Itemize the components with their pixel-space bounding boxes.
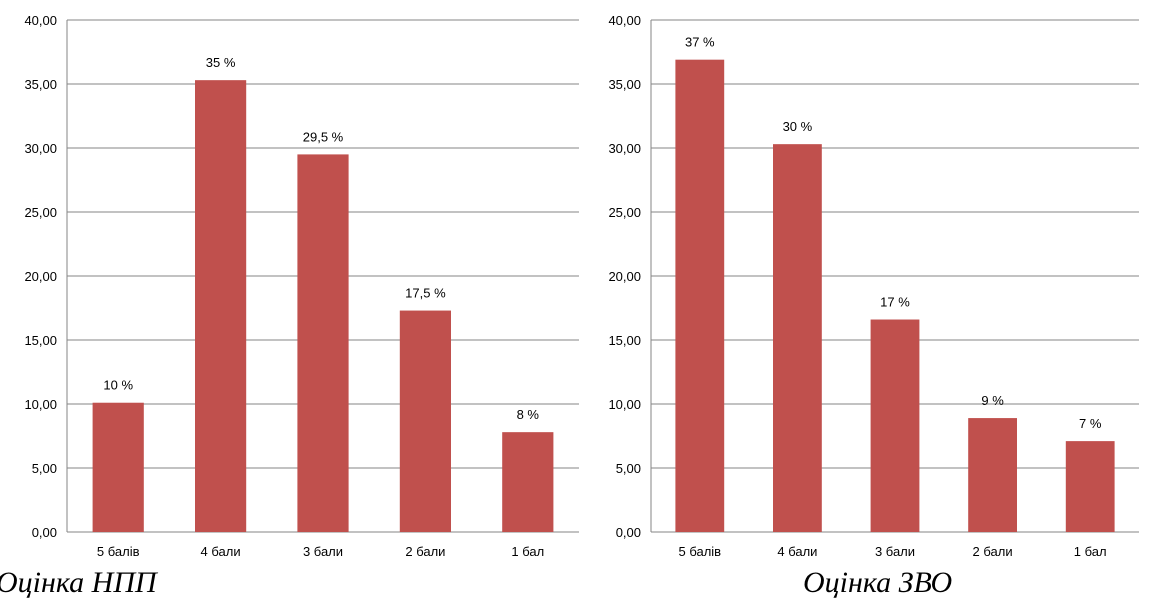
x-tick-label: 3 бали [875,544,915,559]
x-tick-label: 1 бал [1074,544,1107,559]
x-tick-label: 4 бали [201,544,241,559]
data-label: 10 % [103,378,133,393]
bar [675,59,725,533]
y-tick-label: 5,00 [616,461,641,476]
y-tick-label: 0,00 [616,525,641,540]
bar [195,80,247,532]
y-tick-label: 35,00 [24,77,57,92]
y-tick-label: 40,00 [24,13,57,28]
y-tick-label: 15,00 [24,333,57,348]
x-tick-label: 5 балів [678,544,721,559]
y-tick-label: 15,00 [608,333,641,348]
bar [297,154,349,532]
y-tick-label: 30,00 [24,141,57,156]
x-tick-label: 2 бали [405,544,445,559]
y-tick-label: 30,00 [608,141,641,156]
data-label: 9 % [981,393,1004,408]
y-tick-label: 10,00 [608,397,641,412]
chart-npp-title: Оцінка НПП [0,566,157,599]
y-tick-label: 0,00 [32,525,57,540]
bar [92,402,144,532]
x-tick-label: 3 бали [303,544,343,559]
bar [1065,441,1115,532]
chart-zvo-title: Оцінка ЗВО [803,566,953,599]
bar [870,319,920,532]
data-label: 30 % [783,119,813,134]
chart-npp: 0,00 5,00 10,00 15,00 20,00 25,00 30,00 35,00 40… [24,13,579,559]
y-tick-label: 20,00 [608,269,641,284]
data-label: 8 % [517,407,540,422]
x-tick-label: 4 бали [777,544,817,559]
data-label: 37 % [685,35,715,50]
bar [502,432,554,532]
x-tick-label: 5 балів [97,544,140,559]
x-tick-label: 1 бал [511,544,544,559]
chart-zvo: 0,00 5,00 10,00 15,00 20,00 25,00 30,00 35,00 40… [608,13,1139,559]
y-tick-label: 40,00 [608,13,641,28]
data-label: 7 % [1079,416,1102,431]
data-label: 29,5 % [303,129,344,144]
y-tick-label: 20,00 [24,269,57,284]
x-tick-label: 2 бали [973,544,1013,559]
bar [399,310,451,532]
y-tick-label: 5,00 [32,461,57,476]
y-tick-label: 25,00 [608,205,641,220]
bar [968,418,1017,532]
y-tick-label: 10,00 [24,397,57,412]
data-label: 35 % [206,55,236,70]
data-label: 17 % [880,295,910,310]
y-tick-label: 25,00 [24,205,57,220]
bar [773,144,822,532]
data-label: 17,5 % [405,286,446,301]
y-tick-label: 35,00 [608,77,641,92]
